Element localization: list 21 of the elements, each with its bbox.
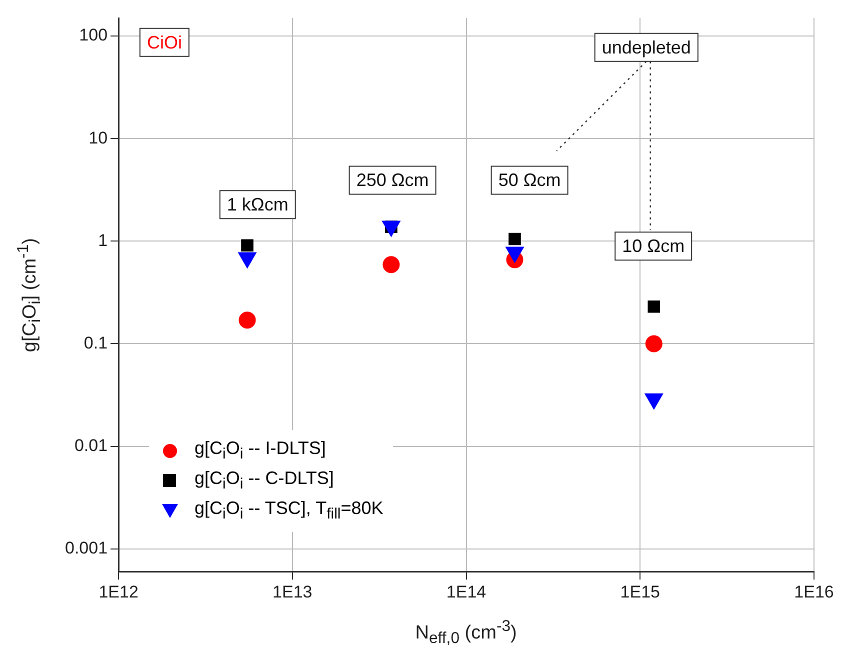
legend-label: g[C$_{i}$O$_{i}$ -- C-DLTS] [194, 468, 334, 493]
legend-label: g[C$_{i}$O$_{i}$ -- TSC], T$_{fill}$=80K [194, 498, 384, 523]
x-tick-label: 1E13 [272, 582, 312, 602]
y-tick-label: 0.1 [84, 333, 108, 352]
y-tick-label: 100 [79, 26, 108, 45]
annotation: 10 Ωcm [622, 236, 685, 256]
annotation: 250 Ωcm [356, 170, 429, 190]
x-tick-label: 1E14 [446, 582, 486, 602]
annotation: CiOi [146, 32, 182, 52]
y-tick-label: 0.01 [74, 436, 108, 455]
x-tick-label: 1E15 [620, 582, 660, 602]
annotation: 50 Ωcm [498, 170, 561, 190]
x-tick-label: 1E16 [794, 582, 834, 602]
y-tick-label: 1 [98, 230, 108, 250]
x-tick-label: 1E12 [98, 582, 138, 602]
annotation: 1 kΩcm [226, 194, 288, 215]
annotation: undepleted [602, 37, 691, 58]
y-tick-label: 10 [88, 128, 108, 148]
legend-label: g[C$_{i}$O$_{i}$ -- I-DLTS] [194, 438, 326, 463]
x-axis-title: N$_{eff,0}$ (cm$^{-3}$) [415, 618, 517, 648]
y-tick-label: 0.001 [64, 538, 108, 558]
